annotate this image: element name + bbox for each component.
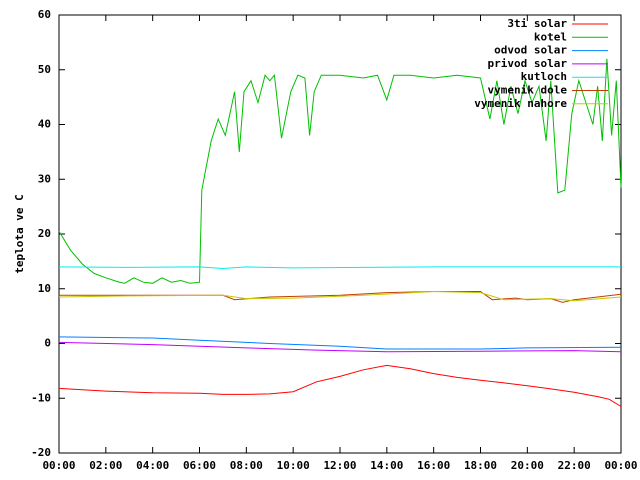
x-tick-label: 12:00	[323, 459, 356, 472]
legend-label: vymenik dole	[488, 84, 568, 97]
x-tick-label: 00:00	[604, 459, 637, 472]
y-tick-label: 10	[38, 282, 51, 295]
legend-label: privod solar	[488, 57, 568, 70]
x-tick-label: 20:00	[511, 459, 544, 472]
legend-label: kutloch	[521, 70, 567, 83]
y-tick-label: -20	[31, 446, 51, 459]
y-tick-label: 40	[38, 118, 51, 131]
y-tick-label: 30	[38, 172, 51, 185]
y-tick-label: 60	[38, 8, 51, 21]
series-line	[59, 291, 622, 303]
series-line	[58, 336, 622, 350]
y-tick-label: 0	[44, 337, 51, 350]
series-line	[58, 364, 622, 407]
legend-label: kotel	[534, 30, 567, 43]
y-axis-label: teplota ve C	[13, 194, 26, 273]
x-tick-label: 08:00	[230, 459, 263, 472]
series-line	[58, 266, 621, 270]
series-line	[58, 341, 622, 353]
series-line	[58, 290, 622, 302]
x-tick-label: 22:00	[558, 459, 591, 472]
y-tick-label: -10	[31, 391, 51, 404]
x-tick-label: 14:00	[370, 459, 403, 472]
x-tick-label: 04:00	[136, 459, 169, 472]
x-tick-label: 16:00	[417, 459, 450, 472]
legend-label: vymenik nahore	[474, 97, 567, 110]
x-tick-label: 18:00	[464, 459, 497, 472]
y-tick-label: 20	[38, 227, 51, 240]
x-tick-label: 02:00	[89, 459, 122, 472]
x-tick-label: 10:00	[277, 459, 310, 472]
y-tick-label: 50	[38, 63, 51, 76]
x-tick-label: 00:00	[42, 459, 75, 472]
legend-label: odvod solar	[494, 44, 567, 57]
series-line	[58, 58, 622, 284]
legend-label: 3ti solar	[507, 17, 567, 30]
x-tick-label: 06:00	[183, 459, 216, 472]
